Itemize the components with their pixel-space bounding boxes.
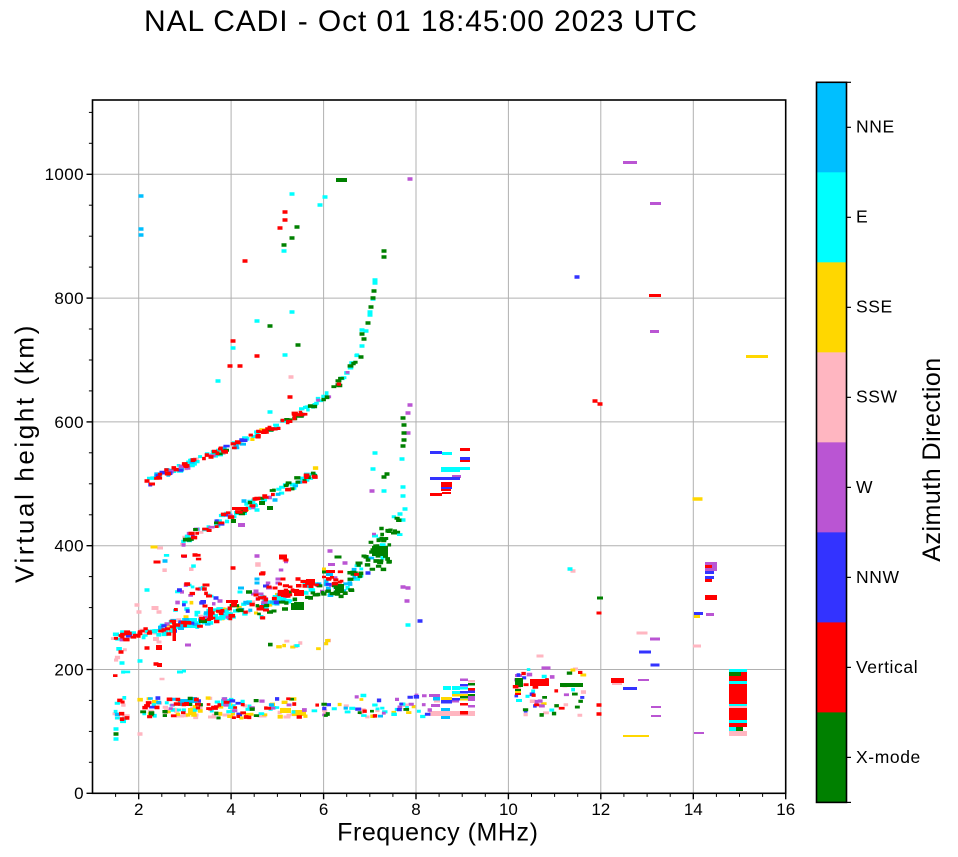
svg-text:800: 800: [54, 289, 84, 308]
svg-text:12: 12: [591, 800, 610, 819]
svg-text:SSE: SSE: [856, 297, 893, 317]
svg-text:NAL CADI - Oct 01 18:45:00 202: NAL CADI - Oct 01 18:45:00 2023 UTC: [144, 5, 698, 38]
svg-text:400: 400: [54, 537, 84, 556]
svg-text:Frequency (MHz): Frequency (MHz): [337, 819, 538, 847]
svg-text:4: 4: [226, 800, 235, 819]
svg-text:8: 8: [411, 800, 420, 819]
svg-text:600: 600: [54, 413, 84, 432]
svg-text:10: 10: [499, 800, 518, 819]
svg-text:NNE: NNE: [856, 117, 895, 137]
svg-text:0: 0: [74, 784, 84, 803]
svg-text:16: 16: [776, 800, 795, 819]
svg-text:14: 14: [684, 800, 703, 819]
svg-text:NNW: NNW: [856, 567, 900, 587]
svg-text:Vertical: Vertical: [856, 657, 918, 677]
svg-text:W: W: [856, 477, 873, 497]
svg-text:Virtual height (km): Virtual height (km): [10, 323, 40, 583]
svg-text:2: 2: [134, 800, 143, 819]
svg-text:200: 200: [54, 660, 84, 679]
svg-text:1000: 1000: [45, 165, 84, 184]
svg-text:6: 6: [319, 800, 328, 819]
svg-text:SSW: SSW: [856, 387, 898, 407]
svg-text:X-mode: X-mode: [856, 747, 921, 767]
svg-text:E: E: [856, 207, 868, 227]
svg-text:Azimuth Direction: Azimuth Direction: [918, 357, 946, 561]
